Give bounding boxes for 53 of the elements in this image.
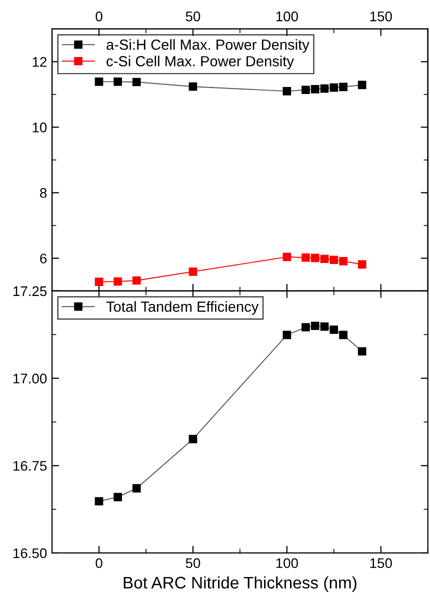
y-tick-label: 16.50 — [13, 548, 47, 558]
point — [132, 484, 141, 493]
point — [132, 78, 141, 86]
y-tick-label: 17.00 — [13, 374, 47, 384]
point — [188, 267, 198, 276]
point — [114, 78, 122, 86]
x-tick-label: 0 — [96, 558, 102, 568]
legend-label: a-Si:H Cell Max. Power Density — [106, 39, 310, 53]
point — [320, 84, 329, 93]
point — [358, 80, 366, 90]
x2-tick-label: 50 — [186, 12, 200, 22]
point — [320, 322, 329, 331]
x-tick-label: 150 — [370, 558, 392, 568]
point — [320, 254, 329, 264]
x2-tick-label: 0 — [96, 12, 102, 22]
point — [310, 322, 320, 330]
point — [282, 330, 292, 340]
y-tick-label: 8 — [40, 188, 47, 198]
point — [339, 257, 348, 266]
point — [302, 86, 310, 94]
point — [330, 326, 338, 334]
x-tick-label: 50 — [186, 558, 200, 568]
point — [339, 82, 348, 92]
y-tick-label: 10 — [32, 122, 47, 132]
x2-tick-label: 100 — [276, 12, 298, 22]
x-axis-title: Bot ARC Nitride Thickness (nm) — [124, 576, 356, 592]
point — [358, 347, 366, 356]
point — [114, 277, 122, 286]
point — [132, 276, 141, 285]
point — [330, 256, 338, 264]
x2-tick-label: 150 — [370, 12, 392, 22]
point — [339, 330, 348, 340]
point — [302, 323, 310, 332]
y-tick-label: 12 — [32, 57, 46, 67]
point — [114, 492, 122, 502]
point — [310, 254, 320, 262]
point — [188, 434, 198, 444]
y-tick-label: 16.75 — [13, 460, 47, 471]
point — [94, 278, 104, 286]
point — [302, 253, 310, 262]
y-tick-label: 17.25 — [13, 286, 47, 296]
y-tick-label: 6 — [40, 254, 47, 264]
point — [282, 87, 292, 96]
legend-label: c-Si Cell Max. Power Density — [106, 56, 294, 70]
point — [94, 78, 104, 86]
x-tick-label: 100 — [276, 558, 298, 568]
legend-label: Total Tandem Efficiency — [106, 301, 259, 315]
point — [282, 252, 292, 262]
point — [310, 85, 320, 94]
point — [188, 82, 198, 91]
point — [358, 260, 366, 269]
point — [330, 83, 338, 92]
point — [94, 497, 104, 506]
